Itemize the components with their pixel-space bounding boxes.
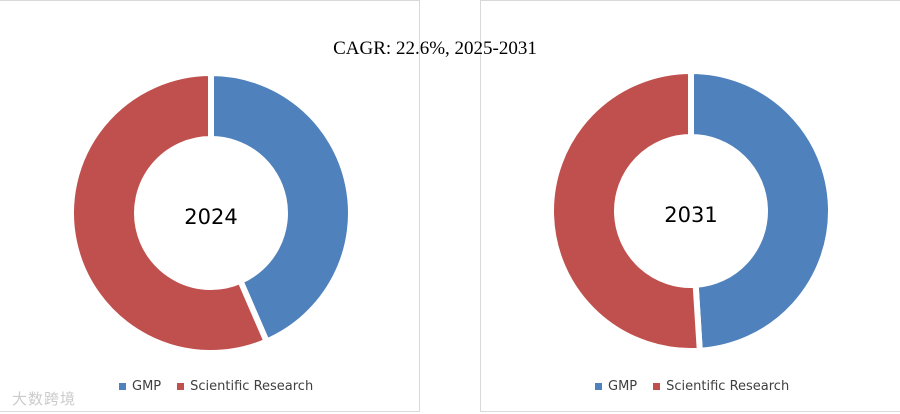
center-label-2031: 2031 [664,203,717,227]
donut-slices-2031 [548,67,834,354]
legend-swatch-scientific-research [177,382,185,390]
chart-panel-2024: 2024 GMP Scientific Research [0,0,420,412]
legend-item-scientific-research: Scientific Research [653,379,789,394]
legend-item-gmp: GMP [595,379,637,394]
slice-gmp-2024 [208,69,354,346]
legend-2024: GMP Scientific Research [119,377,329,395]
legend-label-scientific-research: Scientific Research [666,378,790,394]
legend-item-scientific-research: Scientific Research [177,379,313,394]
slice-scientific-research-2024 [68,69,271,356]
legend-item-gmp: GMP [119,379,161,394]
donut-chart-2031: 2031 [548,67,834,354]
donut-slices-2024 [68,69,354,356]
slice-gmp-2031 [688,67,834,354]
chart-title: CAGR: 22.6%, 2025-2031 [333,38,537,59]
center-label-2024: 2024 [184,205,237,229]
watermark-logo: 大数跨境 [12,390,77,408]
legend-swatch-gmp [595,382,602,390]
chart-panel-2031: 2031 GMP Scientific Research [480,0,900,412]
legend-label-gmp: GMP [608,378,638,394]
donut-chart-2024: 2024 [68,69,354,356]
legend-2031: GMP Scientific Research [595,377,805,395]
slice-scientific-research-2031 [548,67,703,354]
legend-swatch-gmp [119,382,126,390]
legend-label-scientific-research: Scientific Research [190,378,314,394]
legend-swatch-scientific-research [653,382,661,390]
legend-label-gmp: GMP [132,378,162,394]
